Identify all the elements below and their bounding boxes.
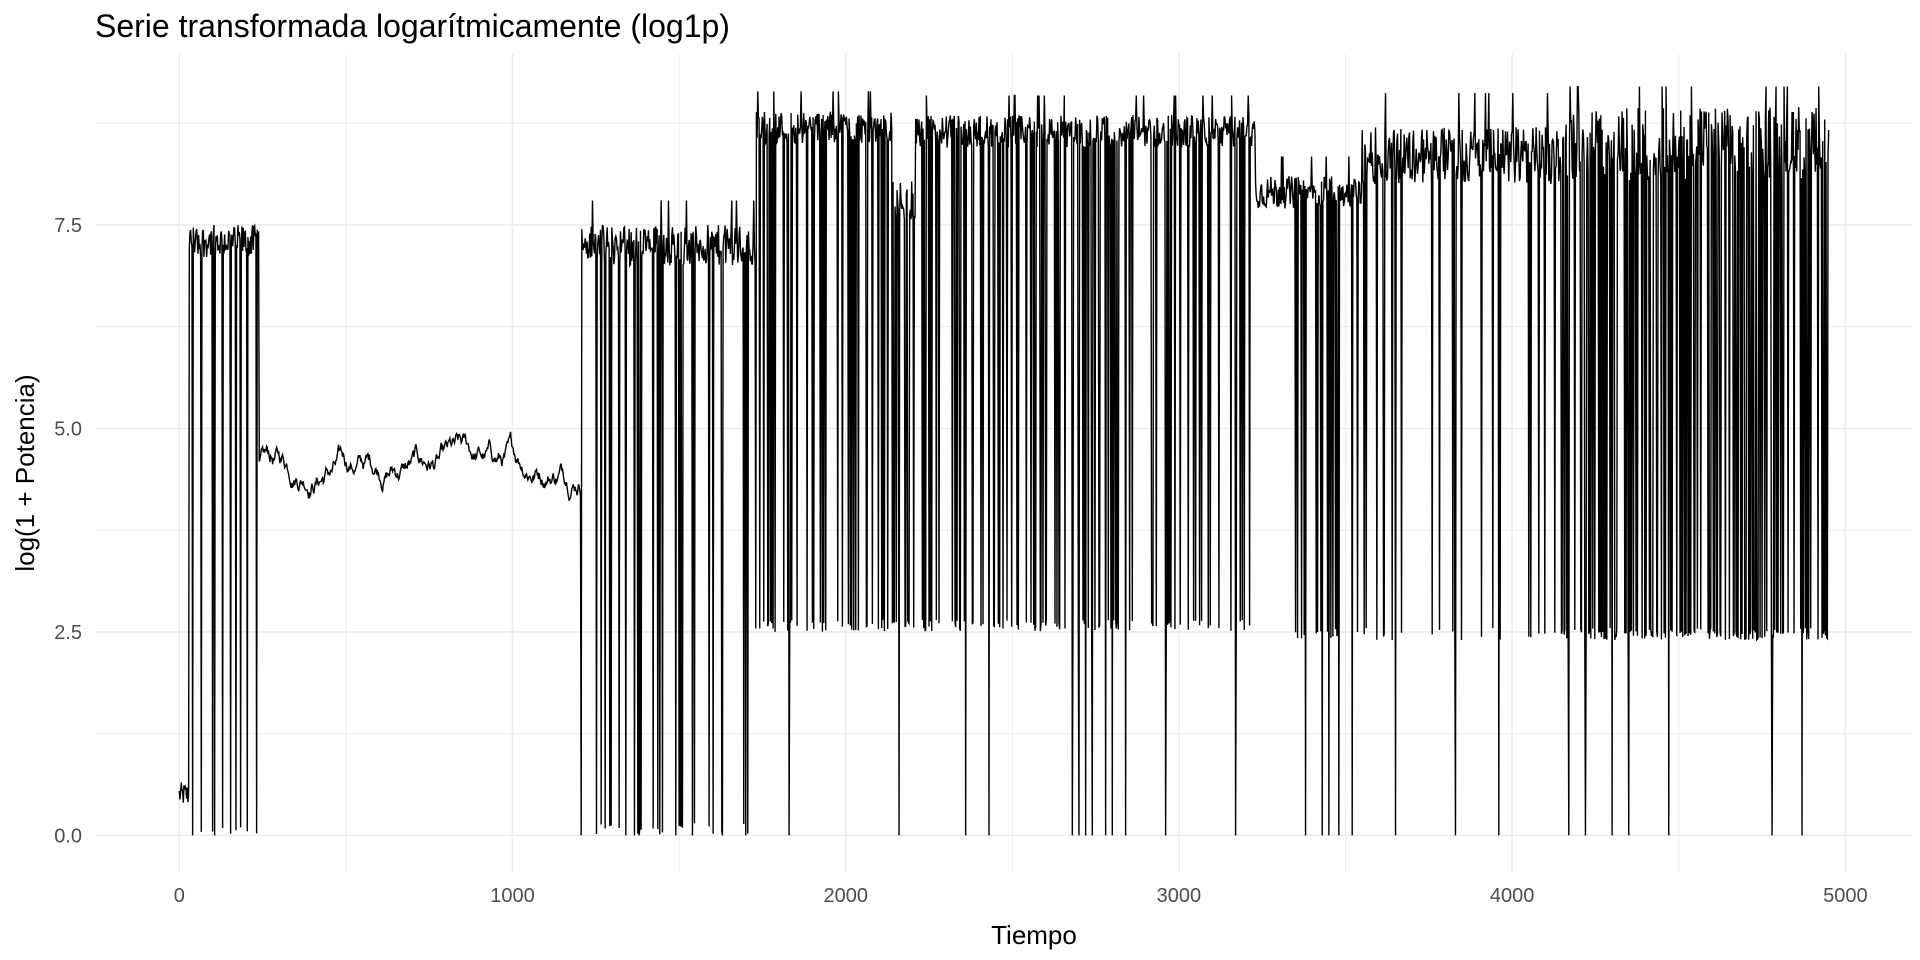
series-line [178,85,1830,836]
y-tick-label: 5.0 [54,418,82,440]
x-tick-label: 3000 [1157,885,1202,907]
x-tick-label: 2000 [823,885,868,907]
x-tick-label: 4000 [1490,885,1535,907]
chart-title: Serie transformada logarítmicamente (log… [95,8,730,44]
x-tick-label: 0 [174,885,185,907]
y-tick-label: 0.0 [54,825,82,847]
series-line-group [178,85,1830,836]
x-tick-label: 5000 [1823,885,1868,907]
y-tick-label: 2.5 [54,622,82,644]
x-axis-title: Tiempo [991,920,1077,950]
y-axis-tick-labels: 0.0 2.5 5.0 7.5 [54,215,82,847]
x-tick-label: 1000 [490,885,535,907]
y-axis-title: log(1 + Potencia) [10,374,40,571]
x-axis-tick-labels: 0 1000 2000 3000 4000 5000 [174,885,1868,907]
y-tick-label: 7.5 [54,215,82,237]
